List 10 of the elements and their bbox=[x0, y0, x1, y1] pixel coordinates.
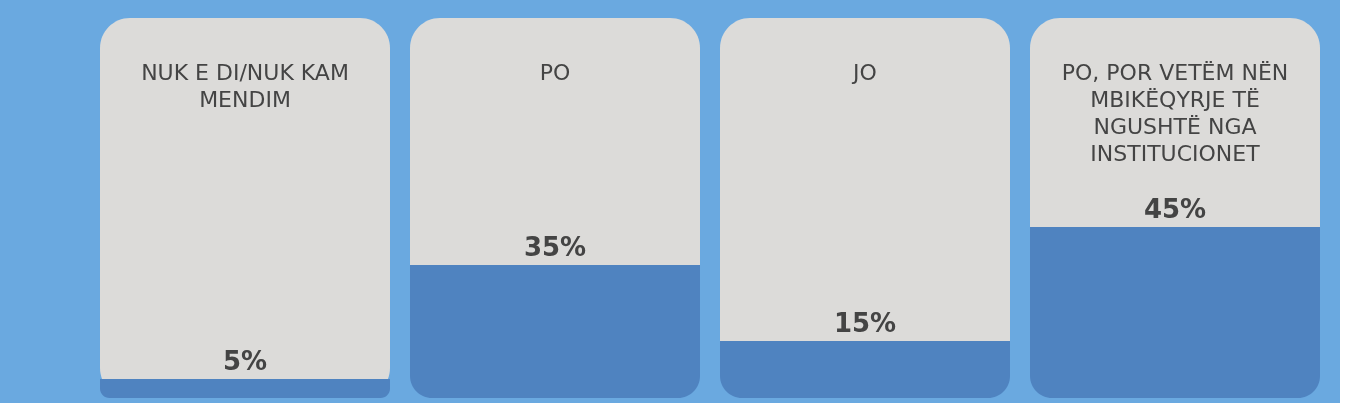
data-label: 45% bbox=[1143, 194, 1207, 224]
x-tick-label: PO, POR VETËM NËN MBIKËQYRJE TË NGUSHTË NGA INSTITUCIONET bbox=[1061, 60, 1289, 166]
data-label: 35% bbox=[523, 232, 587, 262]
x-tick-label: JO bbox=[851, 60, 877, 85]
x-tick-label: PO bbox=[539, 60, 571, 85]
bar bbox=[100, 379, 390, 398]
bar bbox=[720, 341, 1010, 398]
x-tick-label: NUK E DI/NUK KAM MENDIM bbox=[141, 60, 349, 112]
data-label: 15% bbox=[833, 308, 897, 338]
data-label: 5% bbox=[222, 346, 268, 376]
